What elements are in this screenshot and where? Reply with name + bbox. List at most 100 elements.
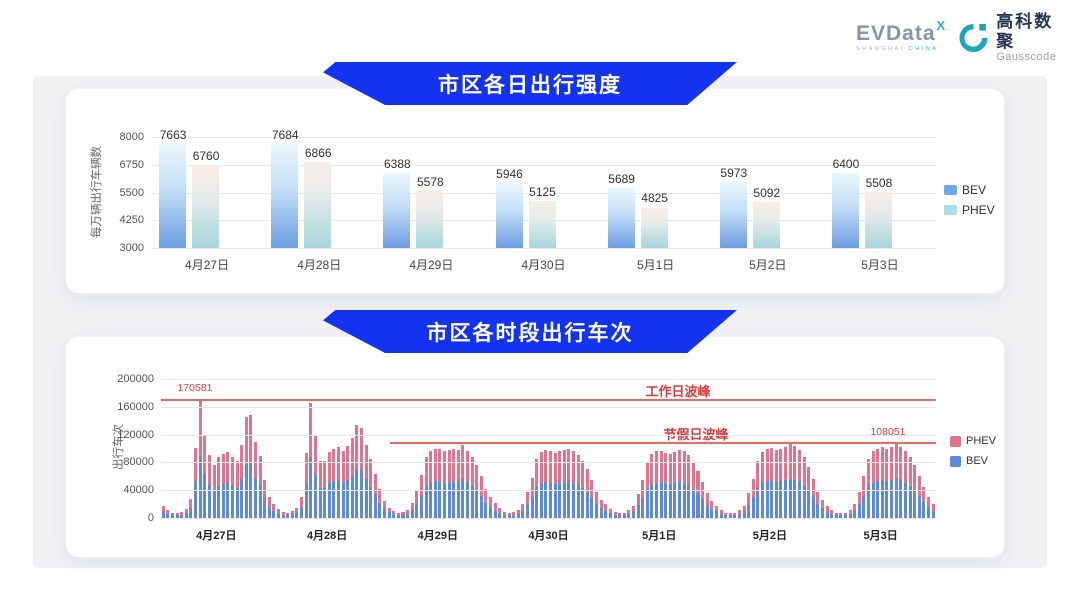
hour-bar[interactable]	[756, 461, 760, 518]
hour-bar[interactable]	[355, 424, 359, 518]
hour-bar[interactable]	[438, 449, 442, 518]
hour-bar[interactable]	[802, 456, 806, 518]
hour-bar[interactable]	[240, 445, 244, 518]
hour-bar[interactable]	[673, 452, 677, 518]
hour-bar[interactable]	[304, 452, 308, 518]
hour-bar[interactable]	[470, 456, 474, 518]
hour-bar[interactable]	[608, 509, 612, 518]
bev-bar[interactable]	[607, 188, 635, 248]
hour-bar[interactable]	[567, 448, 571, 518]
hour-bar[interactable]	[498, 508, 502, 518]
hour-bar[interactable]	[747, 493, 751, 518]
hour-bar[interactable]	[668, 454, 672, 518]
hour-bar[interactable]	[590, 479, 594, 518]
hour-bar[interactable]	[235, 461, 239, 518]
hour-bar[interactable]	[378, 488, 382, 518]
hour-bar[interactable]	[576, 455, 580, 518]
hour-bar[interactable]	[313, 436, 317, 518]
hour-bar[interactable]	[401, 511, 405, 518]
phev-bar[interactable]	[528, 200, 556, 248]
hour-bar[interactable]	[867, 459, 871, 518]
hour-bar[interactable]	[678, 449, 682, 518]
hour-bar[interactable]	[456, 449, 460, 518]
hour-bar[interactable]	[903, 451, 907, 518]
hour-bar[interactable]	[277, 509, 281, 518]
hour-bar[interactable]	[793, 445, 797, 518]
hour-bar[interactable]	[922, 487, 926, 518]
hour-bar[interactable]	[719, 509, 723, 518]
hour-bar[interactable]	[489, 497, 493, 518]
legend-item-bev[interactable]: BEV	[944, 183, 995, 197]
hour-bar[interactable]	[341, 451, 345, 518]
bev-bar[interactable]	[495, 182, 523, 248]
hour-bar[interactable]	[249, 414, 253, 518]
hour-bar[interactable]	[553, 453, 557, 518]
hour-bar[interactable]	[742, 505, 746, 518]
hour-bar[interactable]	[599, 499, 603, 518]
hour-bar[interactable]	[834, 512, 838, 518]
hour-bar[interactable]	[544, 449, 548, 518]
hour-bar[interactable]	[908, 456, 912, 518]
hour-bar[interactable]	[267, 497, 271, 518]
phev-bar[interactable]	[192, 164, 220, 248]
hour-bar[interactable]	[466, 450, 470, 518]
hour-bar[interactable]	[572, 451, 576, 518]
hour-bar[interactable]	[295, 507, 299, 518]
bev-bar[interactable]	[159, 144, 187, 248]
hour-bar[interactable]	[913, 465, 917, 518]
hour-bar[interactable]	[507, 512, 511, 518]
hour-bar[interactable]	[535, 459, 539, 518]
hour-bar[interactable]	[562, 449, 566, 518]
hour-bar[interactable]	[516, 509, 520, 518]
hour-bar[interactable]	[880, 447, 884, 518]
hour-bar[interactable]	[300, 497, 304, 518]
hour-bar[interactable]	[774, 449, 778, 518]
hour-bar[interactable]	[871, 451, 875, 518]
hour-bar[interactable]	[442, 451, 446, 518]
hour-bar[interactable]	[429, 450, 433, 518]
hour-bar[interactable]	[475, 465, 479, 518]
hour-bar[interactable]	[217, 456, 221, 518]
hour-bar[interactable]	[281, 511, 285, 518]
hour-bar[interactable]	[899, 446, 903, 518]
hour-bar[interactable]	[659, 450, 663, 518]
hour-bar[interactable]	[203, 435, 207, 518]
hour-bar[interactable]	[396, 512, 400, 518]
hour-bar[interactable]	[360, 427, 364, 518]
legend-item-phev[interactable]: PHEV	[950, 435, 996, 447]
hour-bar[interactable]	[765, 448, 769, 518]
hour-bar[interactable]	[530, 477, 534, 518]
hour-bar[interactable]	[323, 461, 327, 518]
hour-bar[interactable]	[857, 491, 861, 518]
hour-bar[interactable]	[825, 506, 829, 518]
hour-bar[interactable]	[525, 491, 529, 518]
hour-bar[interactable]	[687, 455, 691, 518]
hour-bar[interactable]	[784, 446, 788, 518]
hour-bar[interactable]	[816, 491, 820, 518]
hour-bar[interactable]	[761, 452, 765, 518]
hour-bar[interactable]	[848, 509, 852, 518]
hour-bar[interactable]	[664, 452, 668, 518]
hour-bar[interactable]	[645, 462, 649, 518]
hour-bar[interactable]	[581, 461, 585, 518]
hour-bar[interactable]	[230, 456, 234, 518]
hour-bar[interactable]	[710, 501, 714, 518]
hour-bar[interactable]	[595, 491, 599, 518]
bev-bar[interactable]	[719, 182, 747, 248]
phev-bar[interactable]	[752, 201, 780, 248]
hour-bar[interactable]	[655, 451, 659, 518]
hour-bar[interactable]	[843, 512, 847, 518]
legend-item-bev[interactable]: BEV	[950, 455, 996, 467]
hour-bar[interactable]	[198, 399, 202, 518]
hour-bar[interactable]	[650, 454, 654, 518]
phev-bar[interactable]	[304, 162, 332, 248]
hour-bar[interactable]	[433, 448, 437, 518]
hour-bar[interactable]	[244, 416, 248, 518]
hour-bar[interactable]	[627, 510, 631, 518]
hour-bar[interactable]	[318, 461, 322, 518]
hour-bar[interactable]	[336, 447, 340, 518]
bev-bar[interactable]	[831, 172, 859, 248]
hour-bar[interactable]	[862, 476, 866, 518]
hour-bar[interactable]	[415, 490, 419, 518]
hour-bar[interactable]	[406, 509, 410, 518]
